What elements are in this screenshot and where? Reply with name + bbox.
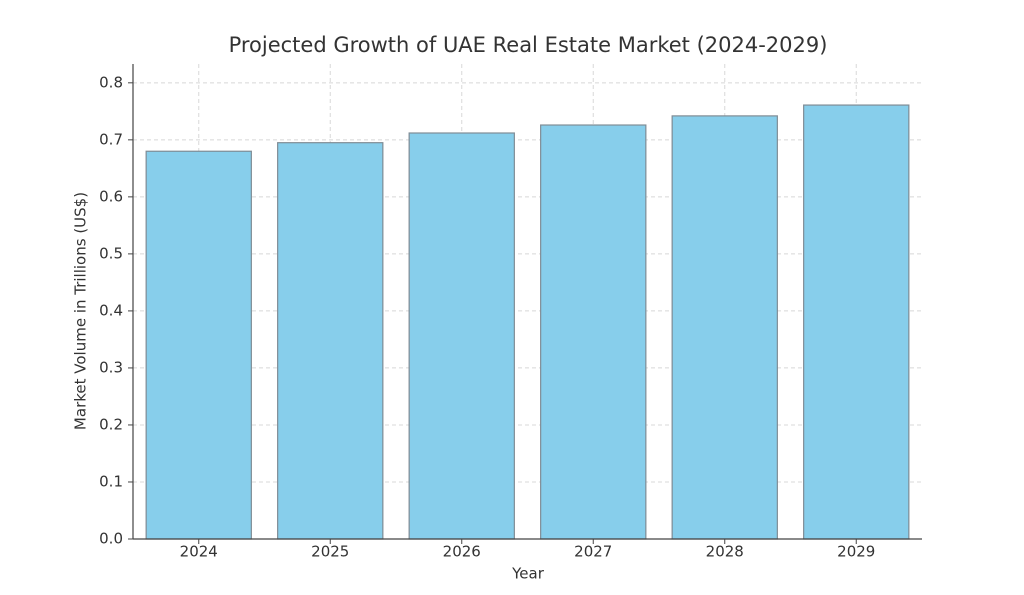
y-tick-label: 0.1 — [99, 472, 123, 490]
bar — [145, 150, 252, 540]
x-tick-label: 2026 — [443, 543, 481, 561]
x-tick-label: 2024 — [180, 543, 218, 561]
y-tick-label: 0.0 — [99, 530, 123, 548]
bar — [540, 124, 647, 540]
x-tick-label: 2027 — [574, 543, 612, 561]
bar — [408, 132, 515, 540]
y-tick-label: 0.5 — [99, 244, 123, 262]
bar — [277, 142, 384, 540]
y-tick-label: 0.6 — [99, 187, 123, 205]
x-tick-label: 2025 — [311, 543, 349, 561]
y-tick-label: 0.3 — [99, 358, 123, 376]
chart-title: Projected Growth of UAE Real Estate Mark… — [229, 33, 828, 57]
y-tick-label: 0.4 — [99, 301, 123, 319]
y-tick-label: 0.7 — [99, 130, 123, 148]
y-tick-label: 0.2 — [99, 415, 123, 433]
x-tick-label: 2029 — [837, 543, 875, 561]
y-axis-label: Market Volume in Trillions (US$) — [72, 192, 90, 430]
bar — [803, 104, 910, 540]
x-axis-label: Year — [511, 565, 545, 583]
y-tick-label: 0.8 — [99, 73, 123, 91]
bar — [671, 115, 778, 540]
x-tick-label: 2028 — [706, 543, 744, 561]
